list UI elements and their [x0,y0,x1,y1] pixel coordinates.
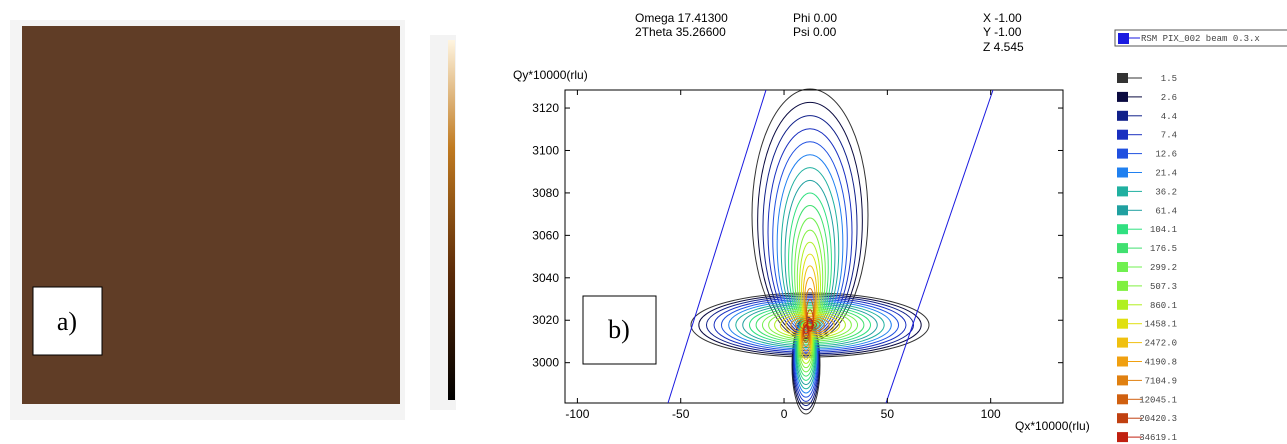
legend-label: 4.4 [1161,112,1177,122]
contour-level [794,217,826,329]
legend-swatch [1117,432,1128,443]
legend-swatch [1117,129,1128,140]
panel-label: b) [608,315,630,344]
contour-level [767,128,853,337]
plot-frame [564,89,1064,404]
legend-label: 7.4 [1161,131,1177,141]
legend-label: 34619.1 [1139,433,1177,443]
x-tick-label: -50 [672,407,690,421]
legend-swatch [1117,299,1128,310]
legend-swatch [1117,167,1128,178]
legend-label: 4190.8 [1145,358,1177,368]
legend-label: 1.5 [1161,74,1177,84]
y-tick-label: 3100 [532,143,559,157]
legend-swatch [1117,186,1128,197]
contour-level [799,319,821,331]
annotation: Omega 17.41300 [635,11,728,25]
y-tick-label: 3000 [532,356,559,370]
contour-level [690,292,930,358]
legend-swatch [1117,148,1128,159]
legend-swatch [1117,91,1128,102]
annotation: Phi 0.00 [793,11,837,25]
legend-label: 860.1 [1150,301,1177,311]
legend-label: 12.6 [1155,150,1177,160]
contour-level [805,322,815,328]
legend-swatch [1118,33,1129,44]
contour-level [751,88,869,342]
y-tick-label: 3060 [532,228,559,242]
y-tick-label: 3120 [532,101,559,115]
y-tick-label: 3020 [532,313,559,327]
legend-swatch [1117,280,1128,291]
annotation: Psi 0.00 [793,25,837,39]
legend-label: 2.6 [1161,93,1177,103]
y-axis-label: Qy*10000(rlu) [513,68,588,82]
contour-level [803,325,809,335]
legend-swatch [1117,224,1128,235]
legend-swatch [1117,205,1128,216]
legend-swatch [1117,375,1128,386]
legend-swatch [1117,110,1128,121]
legend-label: 20420.3 [1139,414,1177,424]
annotation: X -1.00 [983,11,1022,25]
contour-level [799,322,813,360]
legend-label: 507.3 [1150,282,1177,292]
legend-label: 12045.1 [1139,395,1177,405]
legend-title: RSM PIX_002 beam 0.3.x [1141,34,1260,44]
legend-title-box [1114,29,1287,47]
annotation: 2Theta 35.26600 [635,25,726,39]
legend-swatch [1117,262,1128,272]
legend-label: 104.1 [1150,225,1177,235]
legend-label: 1458.1 [1145,320,1177,330]
annotation: Y -1.00 [983,25,1022,39]
legend-swatch [1117,243,1128,254]
legend-label: 61.4 [1155,206,1177,216]
y-tick-label: 3040 [532,271,559,285]
label-box [32,286,103,356]
x-tick-label: 50 [881,407,895,421]
legend-label: 21.4 [1155,169,1177,179]
legend-swatch [1117,356,1128,367]
y-tick-label: 3080 [532,186,559,200]
legend-swatch [1117,413,1128,424]
contour-level [713,297,907,353]
contour-level [806,318,814,332]
legend-label: 299.2 [1150,263,1177,273]
x-axis-label: Qx*10000(rlu) [1015,419,1090,433]
x-tick-label: 100 [981,407,1001,421]
legend-label: 7104.9 [1145,376,1177,386]
limit-line [885,89,994,404]
legend-swatch [1117,394,1128,405]
limit-line [667,89,767,404]
panel-label: a) [57,307,77,336]
contour-level [776,154,844,334]
contour-level [800,322,812,356]
x-tick-label: -100 [565,407,589,421]
annotation: Z 4.545 [983,40,1024,54]
x-tick-label: 0 [781,407,788,421]
legend-label: 36.2 [1155,187,1177,197]
contour-level [806,309,814,330]
label-box [582,295,657,365]
legend-swatch [1117,318,1128,329]
legend-label: 176.5 [1150,244,1177,254]
colorbar [448,40,455,400]
legend-swatch [1117,73,1128,83]
legend-swatch [1117,337,1128,348]
legend-label: 2472.0 [1145,339,1177,349]
